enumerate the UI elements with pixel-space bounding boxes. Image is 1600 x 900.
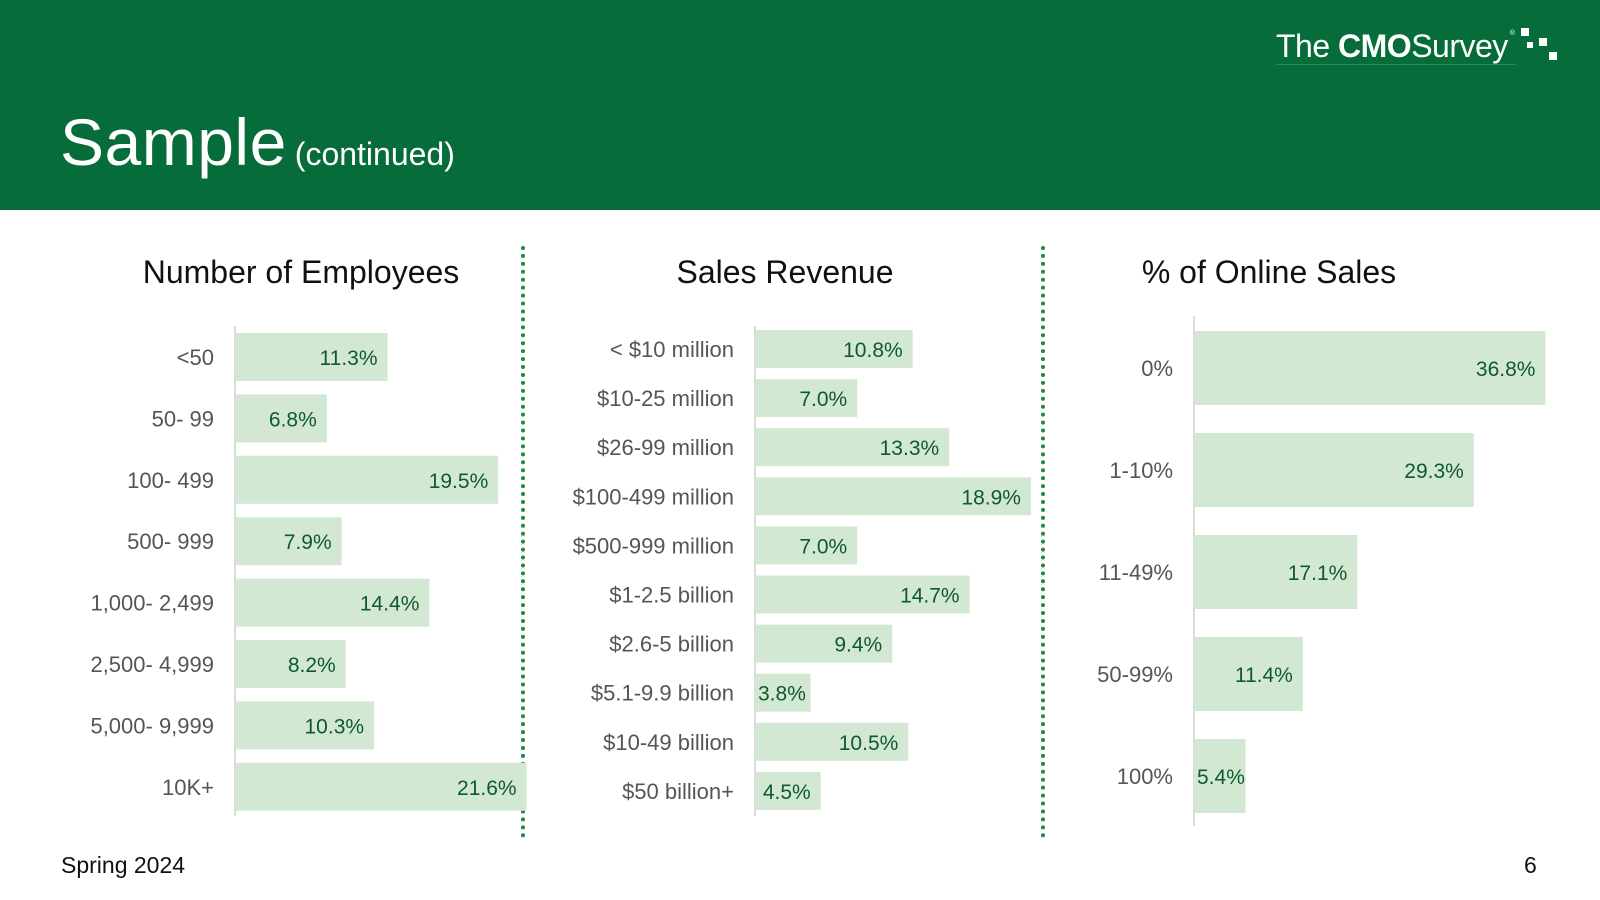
chart-employees-category-label: 2,500- 4,999	[90, 652, 214, 677]
logo-registered-mark: ®	[1509, 30, 1515, 37]
chart-employees-category-label: 10K+	[162, 775, 214, 800]
chart-title-revenue: Sales Revenue	[676, 254, 894, 290]
chart-online-value-label: 5.4%	[1197, 766, 1245, 789]
chart-revenue-bar	[755, 673, 811, 712]
chart-employees-value-label: 19.5%	[429, 470, 489, 493]
chart-revenue-category-label: $10-25 million	[597, 386, 734, 411]
chart-revenue-bar	[755, 722, 909, 761]
chart-revenue-category-label: $1-2.5 billion	[609, 583, 734, 608]
chart-employees-category-label: 1,000- 2,499	[90, 591, 214, 616]
chart-online-bar	[1194, 331, 1546, 405]
chart-revenue-bar	[755, 624, 893, 663]
chart-revenue-bar	[755, 428, 950, 467]
chart-revenue-value-label: 10.5%	[839, 732, 899, 755]
chart-online-value-label: 29.3%	[1404, 460, 1464, 483]
chart-employees-bar	[235, 640, 346, 688]
chart-employees-bar	[235, 333, 388, 381]
chart-revenue-bar	[755, 330, 913, 368]
chart-title-online-sales: % of Online Sales	[1141, 254, 1397, 290]
chart-online-category-label: 11-49%	[1099, 560, 1173, 585]
chart-employees-value-label: 10.3%	[305, 715, 365, 738]
chart-employees-category-label: 50- 99	[152, 406, 214, 431]
chart-revenue-category-label: $500-999 million	[573, 533, 734, 558]
chart-revenue-bar	[755, 771, 821, 810]
column-divider-2	[1041, 246, 1045, 838]
chart-online-category-label: 100%	[1117, 764, 1173, 789]
chart-revenue-value-label: 13.3%	[880, 437, 940, 460]
chart-online-category-label: 1-10%	[1109, 458, 1173, 483]
chart-revenue-value-label: 7.0%	[799, 388, 847, 411]
chart-employees-value-label: 6.8%	[269, 408, 317, 431]
chart-revenue-category-label: $5.1-9.9 billion	[591, 681, 734, 706]
logo-wordmark: The CMOSurvey	[1276, 26, 1508, 66]
chart-online-category-label: 0%	[1141, 356, 1173, 381]
chart-revenue-bar	[755, 526, 858, 565]
chart-revenue-value-label: 18.9%	[961, 486, 1021, 509]
chart-revenue-category-label: $2.6-5 billion	[609, 632, 734, 657]
chart-employees-bar	[235, 517, 342, 566]
page-number: 6	[1524, 852, 1537, 878]
chart-online-bar	[1194, 637, 1303, 711]
footer-date: Spring 2024	[61, 852, 186, 878]
chart-employees-category-label: 100- 499	[127, 468, 214, 493]
chart-revenue-value-label: 10.8%	[843, 339, 903, 362]
cmo-survey-logo: The CMOSurvey ®	[1276, 26, 1563, 70]
title-subtitle: (continued)	[294, 136, 455, 172]
chart-employees-bar	[235, 701, 375, 750]
chart-revenue-bar	[755, 379, 858, 418]
chart-revenue-value-label: 14.7%	[900, 585, 960, 608]
chart-revenue-category-label: $10-49 billion	[603, 730, 734, 755]
logo-underline	[1276, 64, 1516, 65]
chart-revenue-value-label: 9.4%	[834, 634, 882, 657]
chart-employees-value-label: 14.4%	[360, 593, 420, 616]
chart-revenue-value-label: 4.5%	[763, 781, 811, 804]
chart-title-employees: Number of Employees	[142, 254, 460, 290]
chart-employees-category-label: 5,000- 9,999	[90, 713, 214, 738]
logo-squares-icon	[1519, 26, 1563, 70]
chart-revenue-category-label: $26-99 million	[597, 435, 734, 460]
chart-revenue-bar	[755, 477, 1031, 516]
chart-employees-value-label: 21.6%	[457, 777, 517, 800]
chart-employees-category-label: <50	[177, 345, 214, 370]
chart-revenue-value-label: 3.8%	[758, 683, 806, 706]
chart-employees-bar	[235, 394, 327, 443]
chart-employees-value-label: 7.9%	[284, 531, 332, 554]
chart-employees-category-label: 500- 999	[127, 529, 214, 554]
chart-online-category-label: 50-99%	[1097, 662, 1173, 687]
title-main: Sample	[60, 105, 287, 179]
chart-employees-bar	[235, 455, 499, 504]
chart-online-value-label: 11.4%	[1235, 664, 1293, 687]
logo-word-cmo: CMO	[1338, 28, 1412, 64]
header-band: Sample (continued) The CMOSurvey ®	[0, 0, 1600, 210]
chart-employees-value-label: 11.3%	[320, 347, 378, 370]
logo-word-survey: Survey	[1411, 28, 1508, 64]
chart-online-bar	[1194, 739, 1246, 813]
logo-word-the: The	[1276, 28, 1330, 64]
column-divider-1	[521, 246, 525, 838]
chart-employees-value-label: 8.2%	[288, 654, 336, 677]
chart-revenue-category-label: $50 billion+	[622, 779, 734, 804]
chart-online-bar	[1194, 433, 1474, 507]
chart-employees-bar	[235, 762, 527, 811]
chart-online-bar	[1194, 535, 1358, 609]
chart-online-value-label: 36.8%	[1476, 358, 1536, 381]
chart-revenue-category-label: $100-499 million	[573, 484, 734, 509]
chart-employees-bar	[235, 578, 430, 627]
page-title: Sample (continued)	[60, 104, 455, 180]
chart-online-value-label: 17.1%	[1288, 562, 1348, 585]
chart-revenue-bar	[755, 575, 970, 614]
chart-revenue-category-label: < $10 million	[610, 337, 734, 362]
chart-revenue-value-label: 7.0%	[799, 535, 847, 558]
